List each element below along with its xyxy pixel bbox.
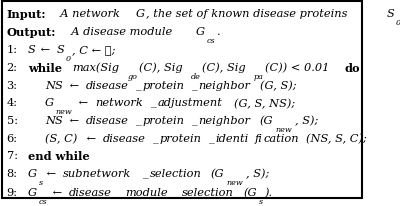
Text: ←: ← bbox=[83, 134, 100, 144]
Text: ←: ← bbox=[44, 169, 60, 179]
Text: 0: 0 bbox=[66, 55, 71, 63]
Text: s: s bbox=[259, 198, 263, 206]
Text: (S, C): (S, C) bbox=[45, 134, 77, 145]
Text: , S);: , S); bbox=[246, 169, 270, 179]
Text: S: S bbox=[387, 9, 395, 19]
Text: ←: ← bbox=[37, 45, 54, 55]
Text: module: module bbox=[126, 188, 168, 198]
Text: _: _ bbox=[143, 169, 149, 179]
Text: new: new bbox=[276, 126, 292, 134]
Text: cs: cs bbox=[206, 37, 215, 45]
Text: ←: ← bbox=[75, 98, 92, 108]
Text: G: G bbox=[136, 9, 145, 19]
Text: subnetwork: subnetwork bbox=[63, 169, 131, 179]
Text: cation: cation bbox=[264, 134, 300, 144]
Text: selection: selection bbox=[150, 169, 202, 179]
Text: selection: selection bbox=[182, 188, 234, 198]
Text: 7:: 7: bbox=[6, 151, 18, 161]
Text: protein: protein bbox=[160, 134, 202, 144]
Text: protein: protein bbox=[142, 116, 184, 126]
Text: s: s bbox=[39, 179, 43, 187]
Text: G: G bbox=[28, 169, 37, 179]
Text: pa: pa bbox=[253, 73, 263, 81]
Text: max(Sig: max(Sig bbox=[72, 63, 120, 73]
Text: new: new bbox=[227, 179, 244, 187]
Text: 5:: 5: bbox=[6, 116, 18, 126]
Text: (G, S);: (G, S); bbox=[260, 81, 296, 91]
Text: 1:: 1: bbox=[6, 45, 18, 55]
Text: 9:: 9: bbox=[6, 188, 18, 198]
Text: new: new bbox=[56, 108, 72, 116]
Text: Input:: Input: bbox=[6, 9, 46, 20]
Text: A network: A network bbox=[53, 9, 123, 19]
Text: disease: disease bbox=[102, 134, 146, 144]
Text: network: network bbox=[95, 98, 143, 108]
Text: ←: ← bbox=[66, 116, 82, 126]
Text: protein: protein bbox=[142, 81, 184, 90]
Text: de: de bbox=[190, 73, 200, 81]
Text: _: _ bbox=[151, 98, 157, 108]
Text: _: _ bbox=[209, 134, 215, 144]
Text: A disease module: A disease module bbox=[64, 27, 176, 37]
Text: identi: identi bbox=[216, 134, 249, 144]
Text: _: _ bbox=[136, 116, 142, 126]
Text: G: G bbox=[196, 27, 205, 37]
Text: ←: ← bbox=[49, 188, 66, 198]
Text: adjustment: adjustment bbox=[158, 98, 223, 108]
Text: neighbor: neighbor bbox=[198, 116, 250, 126]
Text: (G: (G bbox=[211, 169, 224, 179]
Text: 8:: 8: bbox=[6, 169, 18, 179]
Text: (G, S, NS);: (G, S, NS); bbox=[234, 98, 295, 109]
Text: (C), Sig: (C), Sig bbox=[140, 63, 183, 73]
Text: NS: NS bbox=[45, 81, 63, 90]
Text: NS: NS bbox=[45, 116, 63, 126]
Text: .: . bbox=[216, 27, 220, 37]
Text: 6:: 6: bbox=[6, 134, 18, 144]
Text: G: G bbox=[45, 98, 54, 108]
Text: (C)) < 0.01: (C)) < 0.01 bbox=[265, 63, 333, 73]
Text: , C ← ∅;: , C ← ∅; bbox=[72, 45, 115, 55]
Text: neighbor: neighbor bbox=[198, 81, 250, 90]
Text: (NS, S, C);: (NS, S, C); bbox=[306, 134, 366, 145]
Text: cs: cs bbox=[39, 198, 47, 206]
Text: G: G bbox=[28, 188, 37, 198]
Text: _: _ bbox=[136, 81, 142, 90]
Text: go: go bbox=[128, 73, 138, 81]
Text: Output:: Output: bbox=[6, 27, 56, 38]
Text: S: S bbox=[57, 45, 64, 55]
Text: (C), Sig: (C), Sig bbox=[202, 63, 246, 73]
Text: 4:: 4: bbox=[6, 98, 18, 108]
Text: disease: disease bbox=[86, 116, 128, 126]
Text: disease: disease bbox=[86, 81, 128, 90]
Text: , the set of known disease proteins: , the set of known disease proteins bbox=[146, 9, 352, 19]
Text: do: do bbox=[345, 63, 360, 74]
Text: _: _ bbox=[192, 81, 198, 90]
Text: 0: 0 bbox=[396, 19, 400, 27]
Text: while: while bbox=[28, 63, 66, 74]
Text: ←: ← bbox=[66, 81, 82, 90]
Text: S: S bbox=[28, 45, 36, 55]
Text: end while: end while bbox=[28, 151, 90, 162]
Text: _: _ bbox=[176, 188, 181, 198]
Text: 3:: 3: bbox=[6, 81, 18, 90]
Text: fi: fi bbox=[255, 134, 262, 144]
Text: (G: (G bbox=[260, 116, 273, 127]
Text: , S);: , S); bbox=[295, 116, 318, 127]
Text: (G: (G bbox=[243, 188, 257, 198]
Text: 2:: 2: bbox=[6, 63, 18, 73]
Text: _: _ bbox=[119, 188, 124, 198]
Text: disease: disease bbox=[68, 188, 111, 198]
Text: ).: ). bbox=[264, 188, 272, 198]
Text: _: _ bbox=[192, 116, 198, 126]
Text: _: _ bbox=[153, 134, 159, 144]
